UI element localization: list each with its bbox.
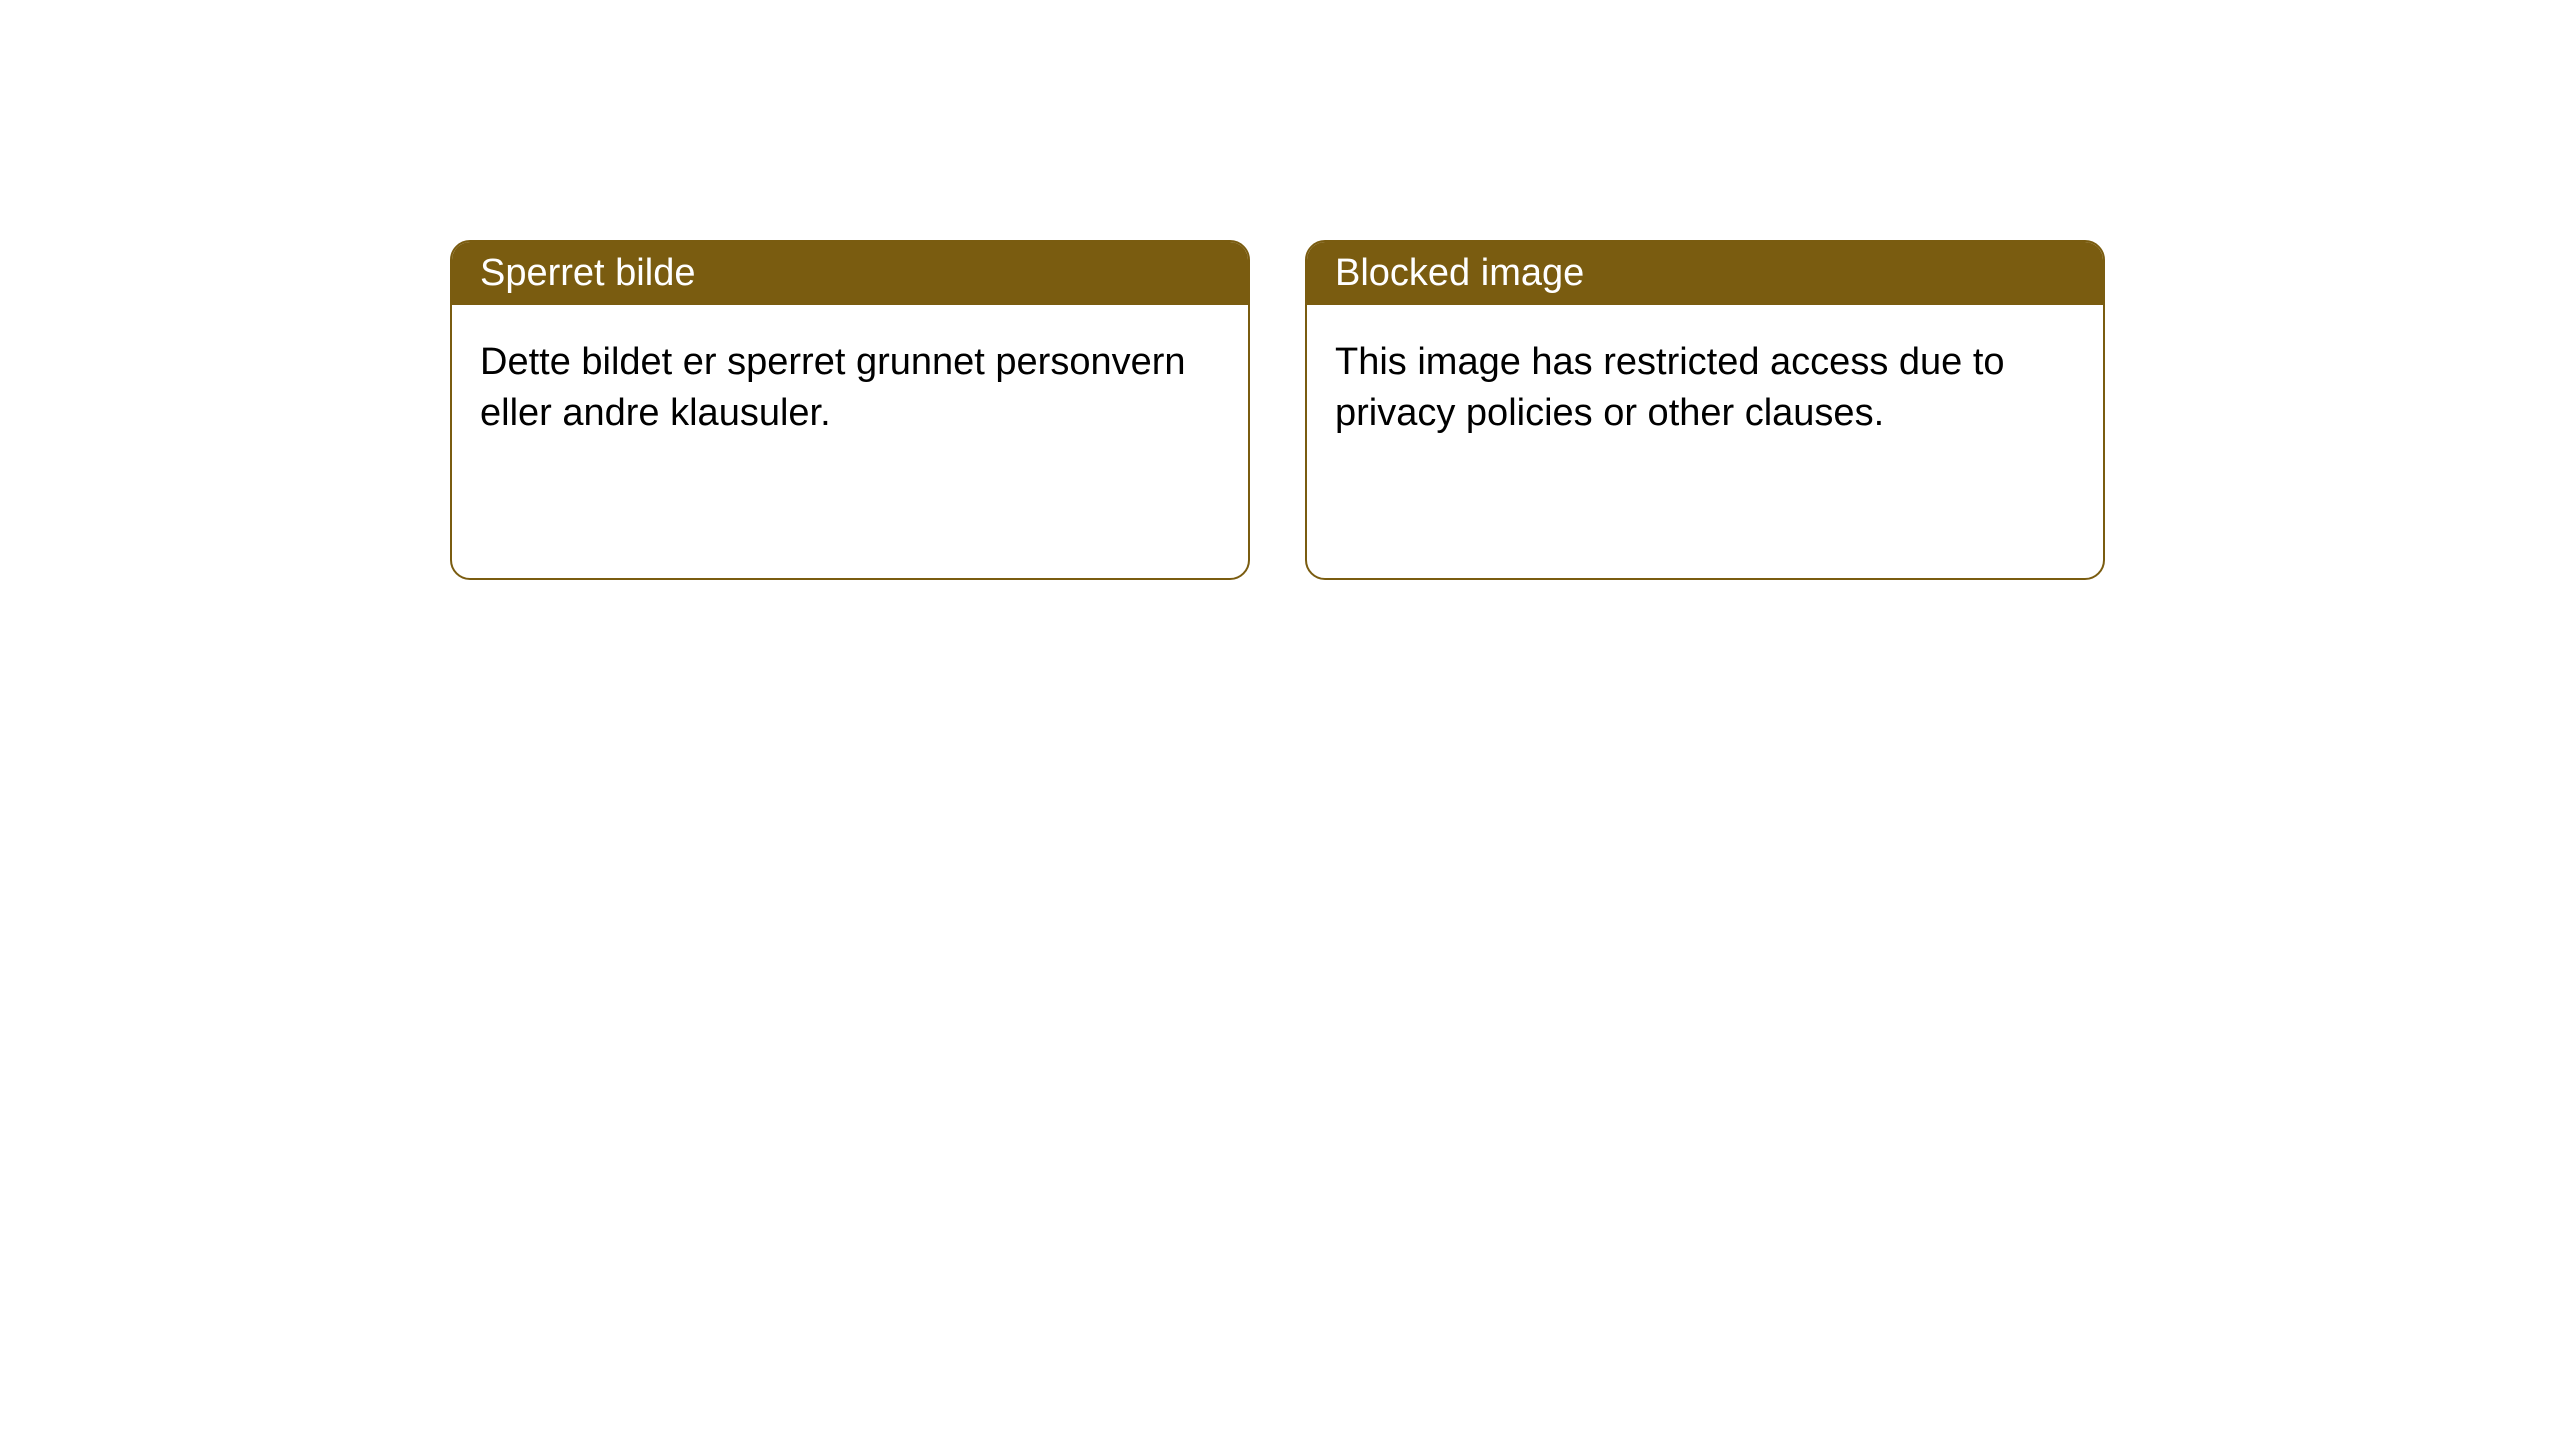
notice-title: Blocked image [1335, 252, 1584, 294]
notice-message: Dette bildet er sperret grunnet personve… [480, 341, 1186, 434]
notice-card-norwegian: Sperret bilde Dette bildet er sperret gr… [450, 240, 1250, 580]
notice-container: Sperret bilde Dette bildet er sperret gr… [0, 0, 2560, 580]
notice-body: This image has restricted access due to … [1307, 305, 2103, 472]
notice-title: Sperret bilde [480, 252, 695, 294]
notice-body: Dette bildet er sperret grunnet personve… [452, 305, 1248, 472]
notice-header: Blocked image [1307, 242, 2103, 305]
notice-message: This image has restricted access due to … [1335, 341, 2005, 434]
notice-header: Sperret bilde [452, 242, 1248, 305]
notice-card-english: Blocked image This image has restricted … [1305, 240, 2105, 580]
